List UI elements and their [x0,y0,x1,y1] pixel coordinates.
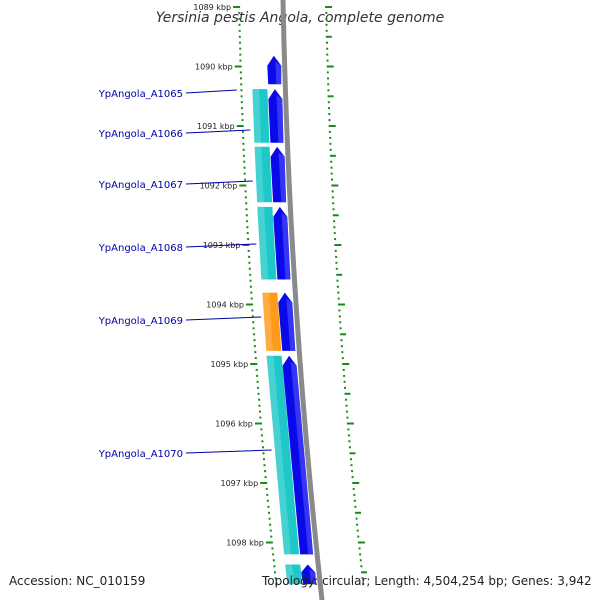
accession-text: Accession: NC_010159 [9,574,146,588]
scale-tick-label: 1089 kbp [193,3,231,12]
reverse-cds-highlight [257,206,269,280]
scale-tick-label: 1096 kbp [215,420,253,429]
gene-label: YpAngola_A1069 [98,316,183,327]
forward-cds-shade [309,569,317,585]
gene-leader-line [185,316,262,321]
genome-title: Yersinia pestis Angola, complete genome [155,10,445,26]
gene-leader-line [185,180,253,185]
gene-labels-layer: YpAngola_A1065 YpAngola_A1066 YpAngola_A10… [98,89,272,460]
forward-cds-track [267,55,317,585]
gene-leader-line [185,243,257,248]
reverse-cds-highlight [254,146,264,203]
reverse-cds-bar [254,146,273,203]
reverse-cds-highlight [285,564,294,585]
topology-text: Topology: circular; Length: 4,504,254 bp… [262,574,592,588]
reverse-cds-highlight [252,89,262,143]
gene-leader-line [185,89,237,94]
forward-cds-shade [281,212,291,280]
scale-tick-label: 1090 kbp [195,63,233,72]
reverse-cds-highlight [262,292,273,351]
gene-label: YpAngola_A1070 [98,449,183,460]
reverse-cds-bar [252,89,270,143]
gene-label: YpAngola_A1067 [98,180,183,191]
forward-cds-shade [278,152,287,203]
scale-tick-label: 1098 kbp [226,539,264,548]
scale-tick-label: 1094 kbp [206,301,244,310]
scale-tick-label: 1097 kbp [220,479,258,488]
forward-cds-shade [290,361,314,555]
gene-label: YpAngola_A1068 [98,243,183,254]
reverse-cds-bar [285,564,303,585]
scale-tick-label: 1091 kbp [197,122,235,131]
reverse-cds-bar [262,292,282,351]
reverse-cds-bar [266,355,300,555]
gene-leader-line [185,449,272,454]
scale-tick-label: 1092 kbp [200,182,238,191]
scale-tick-label: 1095 kbp [210,360,248,369]
forward-cds-shade [276,95,284,143]
reverse-cds-bar [257,206,277,280]
gene-label: YpAngola_A1065 [98,89,183,100]
reverse-cds-highlight [266,355,291,555]
backbone-arc [280,0,325,600]
gene-label: YpAngola_A1066 [98,129,183,140]
forward-cds-shade [286,298,296,351]
reverse-cds-track [252,89,303,585]
backbone-layer [280,0,325,600]
forward-cds-shade [275,61,282,85]
gene-leader-line [185,129,251,134]
